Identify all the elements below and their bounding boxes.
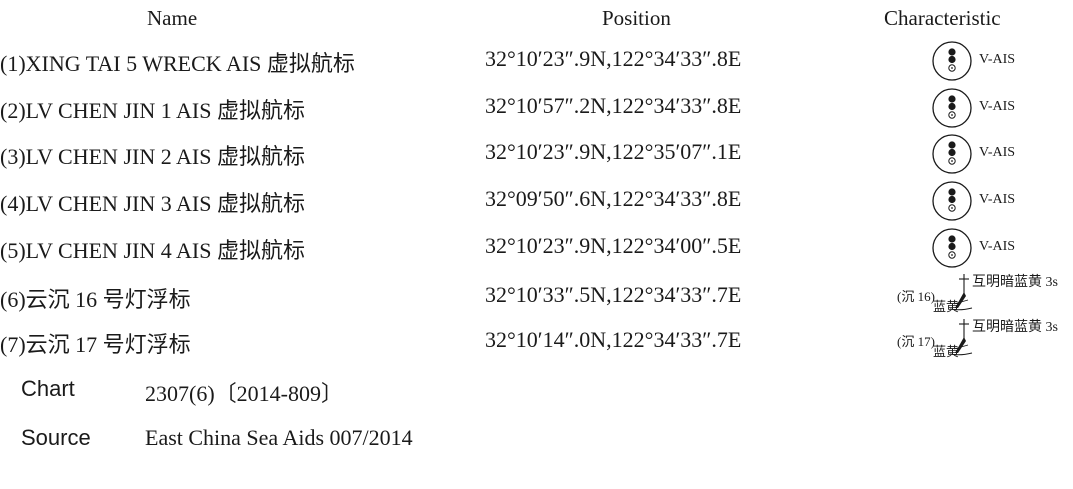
buoy-characteristic: (沉 17) 互明暗蓝黄 3s 蓝黄 [850,319,1073,365]
buoy-row: (7)云沉 17 号灯浮标 32°10′14″.0N,122°34′33″.7E… [0,319,1073,365]
aid-row: (4)LV CHEN JIN 3 AIS 虚拟航标 32°09′50″.6N,1… [0,178,1073,224]
aid-characteristic: V-AIS [850,85,1073,131]
buoy-color-label: 蓝黄 [933,344,960,359]
aid-name: (3)LV CHEN JIN 2 AIS 虚拟航标 [0,144,305,169]
buoy-name: (7)云沉 17 号灯浮标 [0,332,191,357]
v-ais-symbol-icon [932,88,972,128]
aid-row: (2)LV CHEN JIN 1 AIS 虚拟航标 32°10′57″.2N,1… [0,85,1073,131]
buoy-color-label: 蓝黄 [933,299,960,314]
v-ais-symbol-icon [932,134,972,174]
buoy-characteristic: (沉 16) 互明暗蓝黄 3s 蓝黄 [850,274,1073,320]
aid-position: 32°10′23″.9N,122°35′07″.1E [485,139,742,164]
aid-row: (3)LV CHEN JIN 2 AIS 虚拟航标 32°10′23″.9N,1… [0,131,1073,177]
aid-characteristic: V-AIS [850,178,1073,224]
chart-line: Chart 2307(6)〔2014-809〕 [0,376,1073,416]
lighted-buoy-symbol-icon [949,274,973,311]
v-ais-symbol-icon [932,228,972,268]
chart-value: 2307(6)〔2014-809〕 [145,381,343,406]
aid-name: (5)LV CHEN JIN 4 AIS 虚拟航标 [0,238,305,263]
aid-position: 32°10′23″.9N,122°34′00″.5E [485,233,742,258]
aid-row: (1)XING TAI 5 WRECK AIS 虚拟航标 32°10′23″.9… [0,38,1073,84]
v-ais-label: V-AIS [979,52,1016,67]
v-ais-symbol-icon [932,181,972,221]
header-name: Name [147,6,198,30]
aid-position: 32°10′57″.2N,122°34′33″.8E [485,93,742,118]
v-ais-label: V-AIS [979,192,1016,207]
header-characteristic: Characteristic [884,6,1001,30]
chart-label: Chart [21,376,75,401]
buoy-position: 32°10′33″.5N,122°34′33″.7E [485,282,742,307]
buoy-row: (6)云沉 16 号灯浮标 32°10′33″.5N,122°34′33″.7E… [0,274,1073,320]
buoy-position: 32°10′14″.0N,122°34′33″.7E [485,327,742,352]
aid-position: 32°09′50″.6N,122°34′33″.8E [485,186,742,211]
aid-row: (5)LV CHEN JIN 4 AIS 虚拟航标 32°10′23″.9N,1… [0,225,1073,271]
v-ais-symbol-icon [932,41,972,81]
buoy-light-characteristic: 互明暗蓝黄 3s [972,275,1058,290]
aid-position: 32°10′23″.9N,122°34′33″.8E [485,46,742,71]
buoy-light-characteristic: 互明暗蓝黄 3s [972,320,1058,335]
lighted-buoy-symbol-icon [949,319,973,356]
source-line: Source East China Sea Aids 007/2014 [0,425,1073,465]
v-ais-label: V-AIS [979,239,1016,254]
aid-characteristic: V-AIS [850,225,1073,271]
buoy-name: (6)云沉 16 号灯浮标 [0,287,191,312]
aid-name: (1)XING TAI 5 WRECK AIS 虚拟航标 [0,51,355,76]
aid-characteristic: V-AIS [850,131,1073,177]
aid-name: (4)LV CHEN JIN 3 AIS 虚拟航标 [0,191,305,216]
header-position: Position [602,6,671,30]
v-ais-label: V-AIS [979,145,1016,160]
source-value: East China Sea Aids 007/2014 [145,425,413,450]
aid-characteristic: V-AIS [850,38,1073,84]
source-label: Source [21,425,91,450]
v-ais-label: V-AIS [979,99,1016,114]
buoy-reference-label: (沉 16) [897,289,935,304]
aid-name: (2)LV CHEN JIN 1 AIS 虚拟航标 [0,98,305,123]
buoy-reference-label: (沉 17) [897,334,935,349]
